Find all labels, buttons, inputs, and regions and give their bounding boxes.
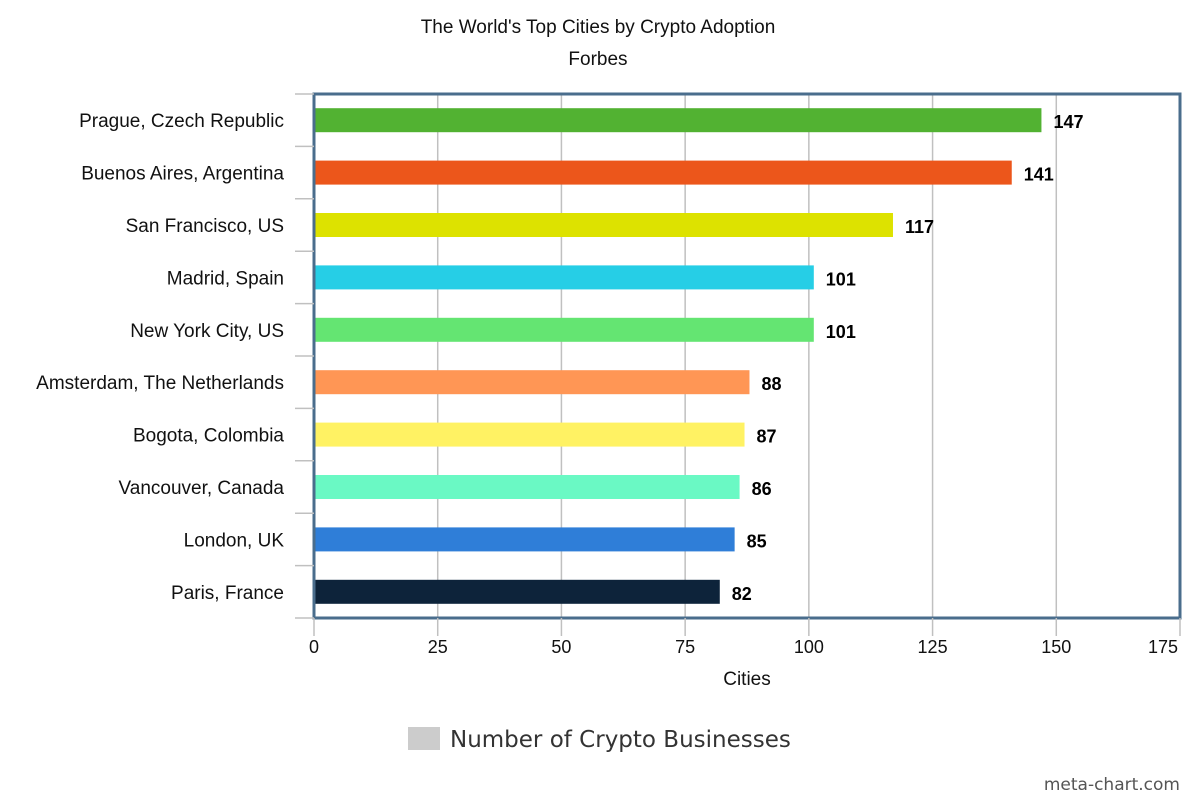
bars [314,108,1042,604]
chart-title: The World's Top Cities by Crypto Adoptio… [421,17,776,38]
watermark-credit: meta-chart.com [1044,775,1180,795]
x-tick-label: 150 [1041,637,1071,657]
category-label: Paris, France [171,583,284,604]
data-label: 82 [732,584,752,604]
category-labels: Prague, Czech Republic Buenos Aires, Arge… [36,111,284,604]
category-label: London, UK [184,530,285,551]
data-label: 86 [752,479,772,499]
category-label: Buenos Aires, Argentina [81,164,284,185]
bar[interactable] [314,108,1042,133]
bar[interactable] [314,422,745,447]
category-label: Prague, Czech Republic [79,111,284,132]
data-label: 101 [826,269,856,289]
legend-label: Number of Crypto Businesses [450,727,791,753]
bar[interactable] [314,317,814,342]
bar[interactable] [314,527,735,552]
category-label: Amsterdam, The Netherlands [36,373,284,394]
bar[interactable] [314,160,1012,185]
category-label: San Francisco, US [126,216,284,237]
category-label: New York City, US [130,321,284,342]
x-tick-label: 50 [551,637,571,657]
legend-swatch [408,727,440,750]
x-tick-label: 100 [794,637,824,657]
x-tick-label: 0 [309,637,319,657]
x-tick-label: 75 [675,637,695,657]
data-label: 117 [905,217,934,237]
data-label: 88 [761,374,781,394]
x-tick-label: 25 [428,637,448,657]
legend[interactable]: Number of Crypto Businesses [408,727,791,753]
chart-subtitle: Forbes [568,49,627,70]
x-axis-ticks: 0 25 50 75 100 125 150 175 [309,618,1181,657]
data-label: 87 [757,427,777,447]
bar[interactable] [314,265,814,290]
data-labels: 147 141 117 101 101 88 87 86 85 82 [732,112,1084,604]
data-label: 141 [1024,165,1054,185]
bar[interactable] [314,213,893,237]
data-label: 101 [826,322,856,342]
category-label: Bogota, Colombia [133,426,284,447]
category-label: Vancouver, Canada [119,478,285,499]
x-tick-label: 175 [1148,637,1178,657]
category-ticks [295,93,314,619]
x-tick-label: 125 [918,637,948,657]
bar[interactable] [314,475,740,499]
bar[interactable] [314,370,750,395]
bar[interactable] [314,579,720,604]
x-axis-title: Cities [723,669,771,690]
category-label: Madrid, Spain [167,268,284,289]
data-label: 85 [747,531,767,551]
data-label: 147 [1053,112,1083,132]
